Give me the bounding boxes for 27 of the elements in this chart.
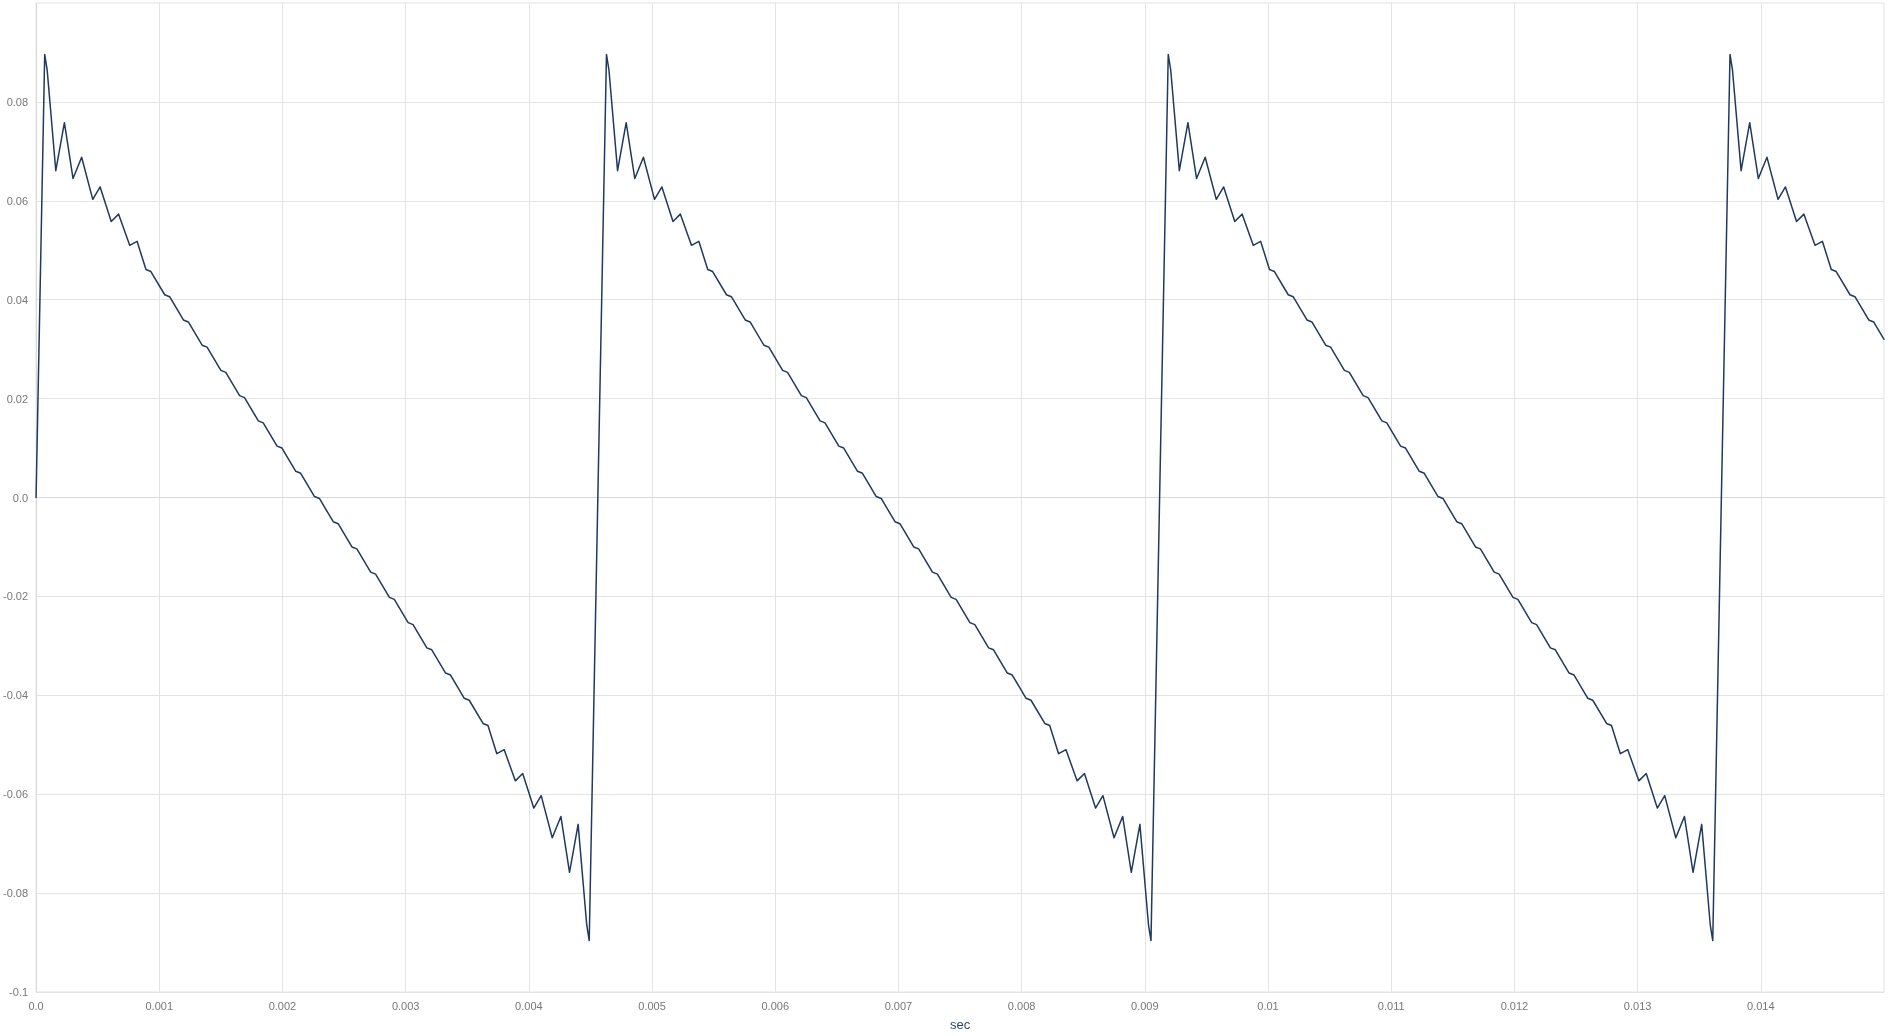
x-tick-label: 0.013 xyxy=(1623,999,1652,1012)
y-tick-label: 0.0 xyxy=(12,491,29,504)
x-tick-label: 0.001 xyxy=(145,999,174,1012)
x-tick-label: 0.009 xyxy=(1131,999,1159,1012)
y-tick-label: 0.02 xyxy=(6,392,29,405)
y-tick-label: -0.08 xyxy=(2,887,29,900)
x-tick-label: 0.01 xyxy=(1257,999,1279,1012)
y-tick-label: -0.06 xyxy=(2,788,29,801)
x-tick-label: 0.014 xyxy=(1747,999,1775,1012)
x-tick-label: 0.008 xyxy=(1007,999,1036,1012)
y-tick-label: -0.04 xyxy=(2,689,29,702)
x-tick-label: 0.011 xyxy=(1377,999,1405,1012)
y-tick-label: 0.04 xyxy=(6,293,29,306)
y-tick-label: 0.06 xyxy=(6,194,29,207)
x-tick-label: 0.012 xyxy=(1500,999,1529,1012)
x-tick-label: 0.002 xyxy=(268,999,297,1012)
y-tick-label: 0.08 xyxy=(6,95,29,108)
line-series xyxy=(35,53,1885,942)
x-tick-label: 0.006 xyxy=(761,999,790,1012)
x-tick-label: 0.007 xyxy=(884,999,913,1012)
x-tick-label: 0.0 xyxy=(28,999,44,1012)
x-axis-title: sec xyxy=(949,1017,971,1032)
x-tick-label: 0.005 xyxy=(638,999,666,1012)
y-tick-label: -0.02 xyxy=(2,590,29,603)
x-tick-label: 0.004 xyxy=(515,999,543,1012)
x-tick-label: 0.003 xyxy=(391,999,420,1012)
y-tick-label: -0.1 xyxy=(9,986,29,998)
